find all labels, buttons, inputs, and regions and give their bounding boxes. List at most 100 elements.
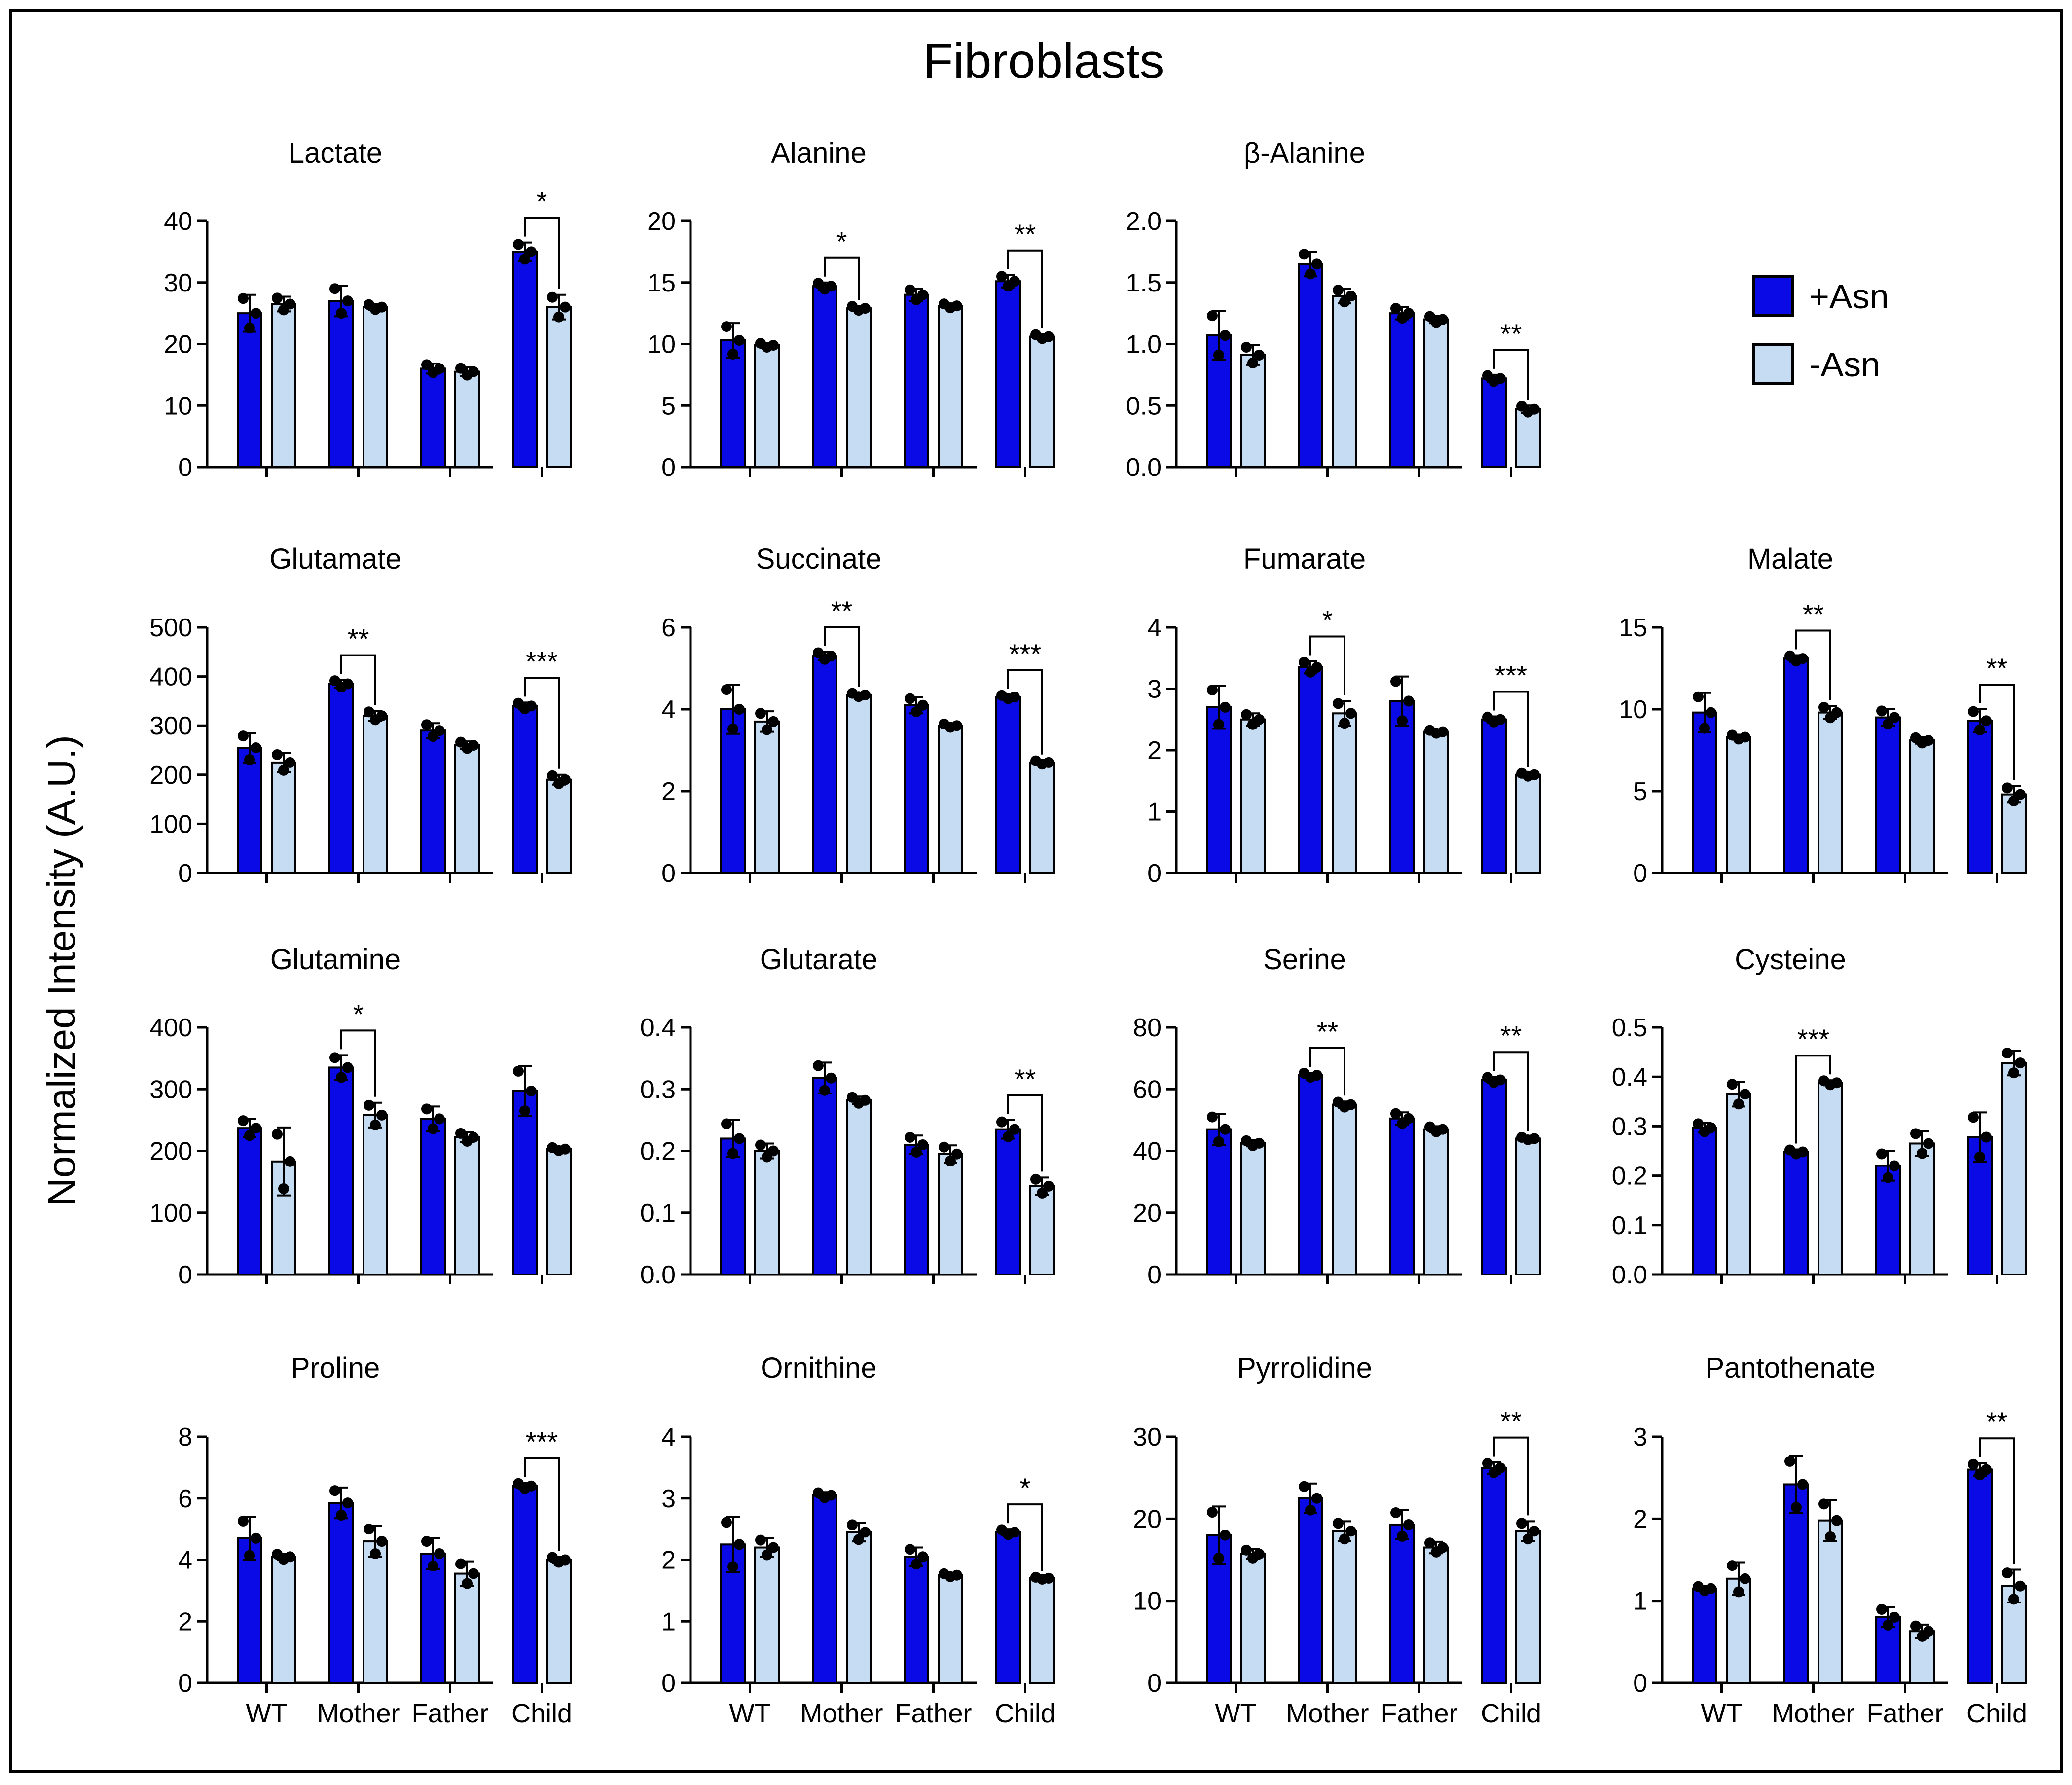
bar-fumarate-asn-father (1423, 730, 1449, 874)
bar-glutarate-asn-father (938, 1153, 963, 1275)
significance-bracket-glutarate (1007, 1094, 1043, 1172)
data-point-ornithine (853, 1534, 864, 1545)
bar-beta-alanine-asn-child (1515, 408, 1541, 468)
bar-malate-asn-wt (1726, 736, 1751, 874)
bar-glutarate-asn-child (1029, 1185, 1055, 1276)
y-tick-label-beta-alanine: 1.5 (1126, 269, 1162, 297)
bar-cysteine-asn-mother (1818, 1082, 1843, 1276)
data-point-pyrrolidine (1247, 1552, 1258, 1564)
y-tick-label-glutamine: 100 (149, 1199, 192, 1228)
data-point-pyrrolidine (1241, 1544, 1252, 1556)
y-tick-label-ornithine: 3 (661, 1485, 676, 1513)
bar-succinate-asn-father (904, 704, 929, 874)
y-tick-label-succinate: 0 (661, 859, 676, 888)
data-point-malate (1693, 691, 1704, 702)
x-category-label-ornithine: Child (995, 1699, 1055, 1728)
y-tick-label-alanine: 0 (661, 453, 676, 482)
data-point-pantothenate (1974, 1469, 1985, 1481)
x-category-label-pantothenate: Child (1966, 1699, 2027, 1728)
bar-fumarate-asn-child (1515, 773, 1541, 874)
data-point-succinate (755, 708, 766, 719)
data-point-glutarate (945, 1155, 956, 1166)
bar-fumarate-asn-wt (1240, 718, 1266, 874)
data-point-serine (1390, 1108, 1401, 1119)
panel-title-glutamine: Glutamine (270, 944, 400, 976)
data-point-pyrrolidine (1403, 1519, 1414, 1530)
data-point-glutamine (526, 1086, 537, 1097)
bar-serine-asn-wt (1240, 1142, 1266, 1275)
bar-fumarate-asn-child (1481, 718, 1507, 874)
x-category-label-proline: Child (511, 1699, 572, 1728)
data-point-malate (1818, 702, 1829, 713)
data-point-ornithine (1003, 1529, 1014, 1540)
bar-beta-alanine-asn-father (1389, 312, 1415, 468)
y-tick-label-glutamate: 200 (149, 761, 192, 790)
data-point-pantothenate (1791, 1502, 1802, 1513)
bar-succinate-asn-mother (812, 655, 837, 874)
data-point-pyrrolidine (1220, 1530, 1231, 1541)
bar-glutarate-asn-father (904, 1143, 929, 1276)
panel-cysteine: Cysteine 0.0 0.1 0.2 0.3 0.4 0.5 *** (1612, 944, 2027, 1289)
data-point-lactate (553, 311, 564, 323)
data-point-cysteine (2015, 1057, 2026, 1069)
y-tick-label-proline: 2 (178, 1607, 192, 1636)
data-point-pyrrolidine (1213, 1553, 1224, 1564)
data-point-cysteine (2002, 1048, 2013, 1059)
significance-bracket-glutamine (340, 1029, 376, 1097)
data-point-pantothenate (1831, 1515, 1842, 1526)
bar-lactate-asn-wt (271, 303, 296, 468)
bar-beta-alanine-asn-mother (1298, 263, 1323, 468)
bar-fumarate-asn-mother (1298, 666, 1323, 874)
y-tick-label-lactate: 0 (178, 453, 192, 482)
significance-bracket-glutamate (340, 654, 376, 705)
data-point-beta-alanine (1213, 349, 1224, 361)
significance-bracket-malate (1795, 629, 1831, 700)
data-point-lactate (272, 292, 283, 304)
data-point-beta-alanine (1305, 268, 1316, 280)
data-point-lactate (238, 293, 249, 304)
data-point-malate (1791, 656, 1802, 667)
y-tick-label-glutamate: 300 (149, 712, 192, 740)
bar-pyrrolidine-asn-mother (1298, 1497, 1323, 1684)
data-point-cysteine (1699, 1126, 1710, 1137)
data-point-glutamate (519, 703, 530, 714)
data-point-cysteine (1825, 1079, 1836, 1091)
significance-bracket-cysteine (1795, 1055, 1831, 1144)
data-point-alanine (905, 284, 915, 295)
panel-proline: Proline 0 2 4 6 8 *** WT Mother Father Child (178, 1352, 572, 1728)
y-tick-label-beta-alanine: 0.5 (1126, 392, 1162, 420)
bar-serine-asn-mother (1332, 1103, 1357, 1275)
bar-pyrrolidine-asn-child (1515, 1530, 1541, 1684)
bar-malate-asn-father (1875, 716, 1901, 874)
data-point-pantothenate (1889, 1611, 1900, 1623)
data-point-malate (2008, 795, 2019, 806)
bar-cysteine-asn-father (1875, 1165, 1901, 1276)
data-point-pantothenate (1917, 1631, 1927, 1642)
bar-ornithine-asn-wt (754, 1546, 780, 1684)
data-point-glutamate (251, 742, 261, 754)
significance-bracket-fumarate (1493, 691, 1529, 767)
significance-bracket-malate (1979, 684, 2015, 781)
data-point-alanine (911, 294, 922, 305)
bar-pantothenate-asn-wt (1692, 1587, 1717, 1684)
data-point-fumarate (1345, 708, 1356, 719)
panel-beta-alanine: β-Alanine 0.0 0.5 1.0 1.5 2.0 ** (1126, 137, 1541, 482)
data-point-fumarate (1489, 716, 1499, 728)
data-point-glutamine (513, 1065, 524, 1077)
significance-label-ornithine: * (1020, 1472, 1031, 1503)
data-point-succinate (1003, 693, 1014, 704)
bar-glutarate-asn-wt (720, 1137, 746, 1275)
data-point-alanine (721, 321, 732, 332)
data-point-serine (1247, 1140, 1258, 1151)
x-category-label-pantothenate: Father (1866, 1699, 1943, 1728)
data-point-glutamate (244, 754, 255, 765)
data-point-proline (251, 1532, 261, 1544)
y-tick-label-pantothenate: 3 (1633, 1423, 1647, 1452)
data-point-pantothenate (1784, 1456, 1795, 1467)
data-point-pantothenate (2015, 1580, 2026, 1592)
data-point-pyrrolidine (1397, 1530, 1408, 1542)
data-point-fumarate (1523, 770, 1533, 782)
data-point-malate (1825, 712, 1836, 724)
panel-title-glutamate: Glutamate (269, 543, 401, 575)
